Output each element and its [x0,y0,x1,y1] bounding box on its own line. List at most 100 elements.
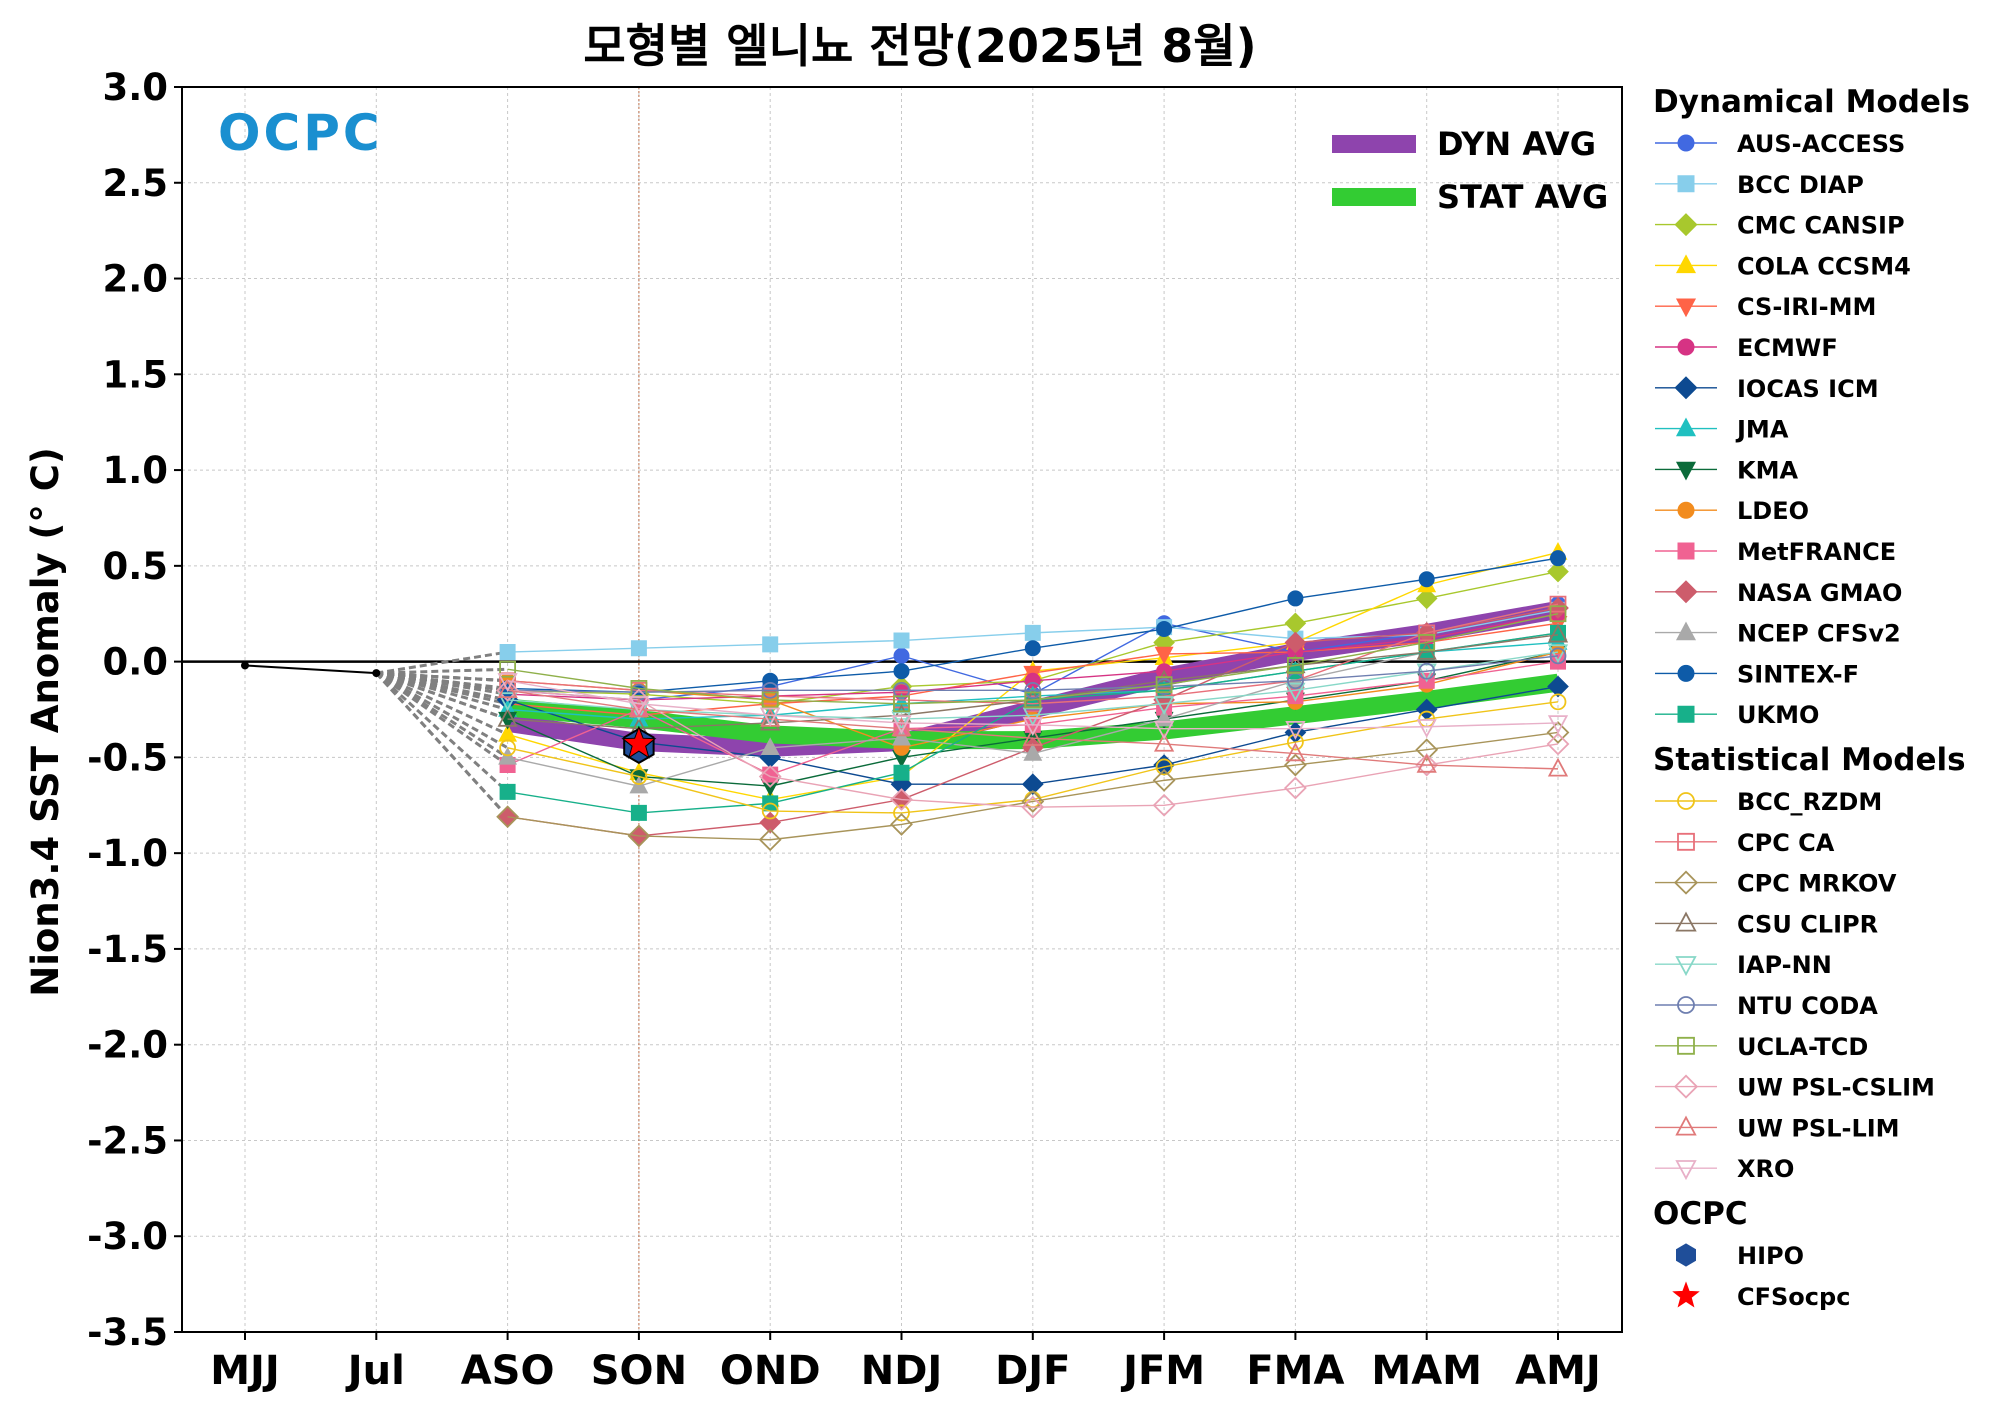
legend-marker [1677,664,1695,682]
y-tick-label: 0.5 [102,545,168,588]
data-point [497,679,518,698]
legend-label: CMC CANSIP [1737,212,1905,240]
data-point [1547,560,1569,583]
data-point [499,644,516,661]
data-point [1550,550,1566,567]
data-point [1155,758,1173,776]
data-point [1024,681,1042,699]
legend-label: CSU CLIPR [1737,910,1878,938]
data-point [760,711,781,731]
legend-label: BCC_RZDM [1737,788,1882,816]
forecast-connector-line [375,671,509,711]
data-point [1153,732,1175,752]
data-point [1549,693,1567,711]
data-point [1022,717,1043,737]
legend-label: AUS-ACCESS [1737,130,1905,158]
legend-marker [1675,254,1697,274]
y-tick-label: -3.5 [87,1311,168,1354]
data-point [890,813,913,836]
data-point [1546,732,1570,756]
legend-marker [1675,461,1697,481]
data-point [1418,634,1436,651]
x-tick-label: SON [591,1348,687,1394]
x-tick-label: DJF [995,1348,1070,1394]
legend-label: UW PSL-CSLIM [1737,1074,1935,1102]
data-point [1285,742,1306,762]
series-uw-psl-lim [497,679,1569,777]
y-tick-label: 2.0 [102,258,168,301]
y-tick-label: -2.0 [87,1024,168,1067]
legend-label: UW PSL-LIM [1737,1114,1900,1142]
data-point [1546,721,1570,744]
x-tick-label: OND [720,1348,821,1394]
data-point [1287,590,1304,607]
data-point [893,804,910,822]
data-point [1287,657,1304,674]
data-point [1156,621,1173,638]
data-point [627,824,651,848]
legend-group-title: Dynamical Models [1653,84,1970,120]
legend-marker [1675,621,1697,641]
x-tick-label: AMJ [1515,1348,1601,1394]
data-point [760,737,780,756]
data-point [628,698,650,718]
legend-label: NTU CODA [1737,992,1878,1020]
legend-group-title: OCPC [1653,1196,1748,1232]
legend-group-title: Statistical Models [1653,742,1966,778]
data-point [630,640,647,657]
y-tick-label: -3.0 [87,1215,168,1258]
data-point [1415,753,1439,777]
y-tick-label: 3.0 [102,66,168,109]
data-point [1549,605,1567,623]
legend-marker [1677,338,1695,356]
data-point [1284,776,1307,800]
data-point [1021,790,1045,813]
series-line [507,680,1559,730]
legend-marker [1675,417,1697,437]
legend-marker [1672,1281,1700,1308]
legend-marker [1673,1074,1699,1099]
legend-label: LDEO [1737,497,1809,525]
data-point [891,703,912,723]
x-tick-label: FMA [1246,1348,1344,1394]
legend-marker [1677,996,1695,1014]
legend-label: IAP-NN [1737,951,1832,979]
data-point [1022,726,1043,746]
forecast-connector-line [375,671,509,721]
data-point [761,691,779,709]
observed-line [244,664,377,675]
data-point [1418,662,1436,680]
data-point [496,805,519,829]
legend-label: IOCAS ICM [1737,375,1879,403]
y-axis-label: Nion3.4 SST Anomaly (° C) [24,447,67,997]
legend-marker [1675,1115,1697,1136]
data-point [1153,696,1175,716]
legend-marker [1673,870,1699,895]
legend-label: KMA [1737,456,1798,484]
legend-marker [1676,1243,1696,1267]
legend-marker [1674,213,1698,237]
y-tick-label: 1.0 [102,449,168,492]
legend-label: BCC DIAP [1737,171,1864,199]
data-point [1416,753,1437,773]
series-line [507,689,1559,808]
avg-legend-label: STAT AVG [1437,178,1608,216]
y-tick-label: -2.5 [87,1119,168,1162]
legend-marker [1675,298,1697,318]
data-point [1547,715,1569,735]
series-xro [497,673,1569,740]
data-point [893,647,910,664]
legend-marker [1674,580,1698,604]
data-point [499,739,517,757]
data-point [1284,631,1307,654]
data-point [630,804,647,821]
forecast-connector-line [375,671,509,750]
data-point [1153,721,1175,740]
legend-marker [1677,705,1695,723]
data-point [628,696,650,716]
x-tick-label: MJJ [210,1348,280,1394]
x-tick-label: NDJ [861,1348,943,1394]
data-point [497,692,518,712]
legend-label: JMA [1735,416,1789,444]
